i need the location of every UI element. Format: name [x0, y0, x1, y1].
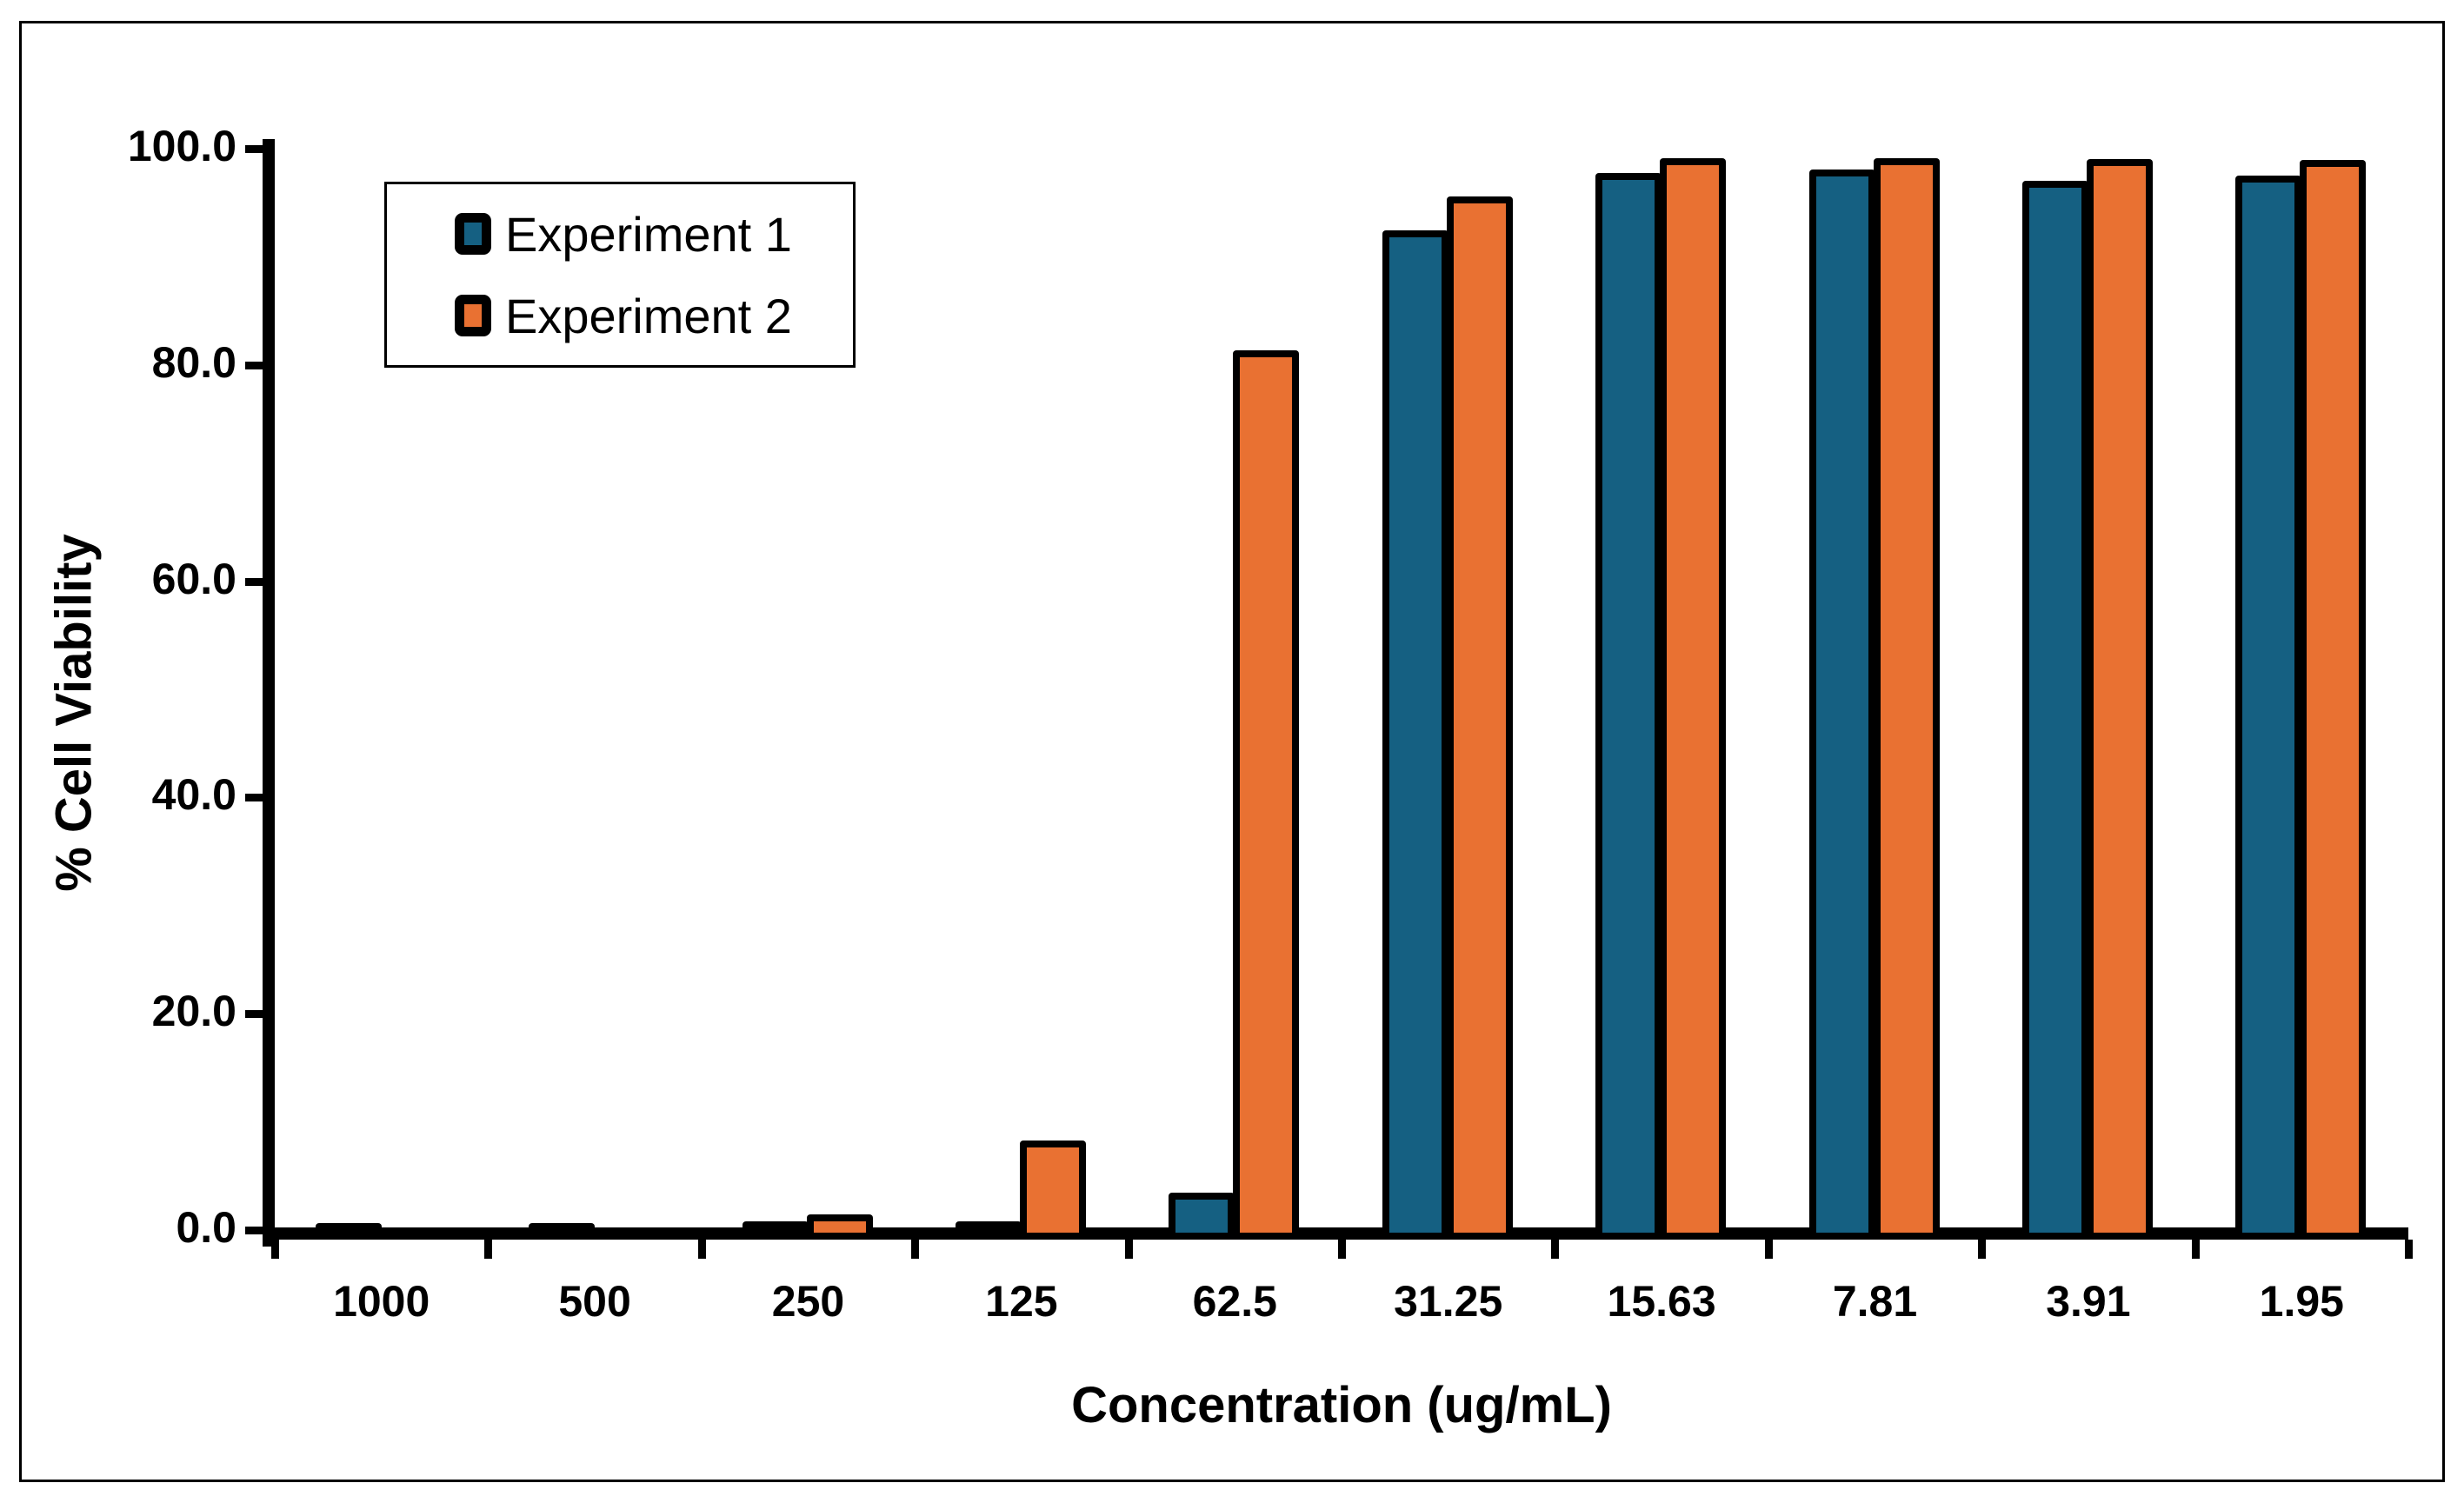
y-tick-label: 100.0 [127, 122, 236, 170]
x-category-label: 15.63 [1607, 1277, 1716, 1326]
bar-fill [1881, 165, 1933, 1233]
x-category-label: 250 [771, 1277, 845, 1326]
x-category-label: 7.81 [1832, 1277, 1918, 1326]
bar-experiment-1-31.25 [1382, 230, 1448, 1233]
x-tick [1764, 1240, 1773, 1259]
bar-fill [814, 1221, 866, 1233]
x-tick [484, 1240, 493, 1259]
experiment-2-marker-icon [455, 295, 491, 336]
bar-experiment-2-125 [1020, 1141, 1086, 1233]
bar-fill [1027, 1147, 1079, 1233]
bar-fill [1602, 180, 1655, 1233]
bar-experiment-1-1000 [316, 1223, 382, 1233]
bar-experiment-1-7.81 [1809, 170, 1875, 1233]
experiment-1-marker-icon [455, 213, 491, 255]
bar-experiment-1-125 [956, 1221, 1022, 1233]
y-axis-line [263, 139, 275, 1247]
x-axis-title: Concentration (ug/mL) [1071, 1377, 1612, 1433]
bar-fill [1667, 165, 1719, 1233]
bar-experiment-2-62.5 [1233, 350, 1299, 1233]
bar-experiment-2-7.81 [1874, 158, 1940, 1233]
bar-experiment-1-15.63 [1595, 173, 1662, 1233]
bar-fill [1816, 176, 1868, 1233]
bar-experiment-1-250 [743, 1221, 809, 1233]
bar-experiment-1-500 [529, 1223, 595, 1233]
y-tick [245, 1010, 263, 1019]
bar-fill [2307, 167, 2359, 1233]
bar-experiment-2-250 [807, 1214, 873, 1233]
y-tick [245, 145, 263, 153]
y-tick [245, 577, 263, 586]
legend-item-experiment-1: Experiment 1 [455, 206, 853, 263]
bar-fill [1389, 237, 1442, 1233]
x-tick [1978, 1240, 1987, 1259]
y-tick [245, 1227, 263, 1234]
bar-experiment-1-62.5 [1169, 1193, 1235, 1233]
x-tick [911, 1240, 920, 1259]
bar-fill [2094, 166, 2146, 1233]
y-tick-label: 20.0 [151, 987, 236, 1036]
legend-label-experiment-2: Experiment 2 [505, 288, 792, 343]
x-tick [271, 1240, 279, 1259]
x-category-label: 3.91 [2046, 1277, 2131, 1326]
x-tick [1338, 1240, 1346, 1259]
bar-experiment-1-3.91 [2022, 181, 2088, 1233]
bar-experiment-2-3.91 [2087, 159, 2153, 1233]
x-category-label: 1000 [333, 1277, 430, 1326]
bar-experiment-1-1.95 [2235, 176, 2301, 1233]
bar-experiment-2-15.63 [1660, 158, 1726, 1233]
bar-fill [1454, 203, 1506, 1233]
legend: Experiment 1 Experiment 2 [384, 182, 856, 368]
y-axis-title: % Cell Viability [45, 534, 103, 892]
x-category-label: 62.5 [1192, 1277, 1277, 1326]
y-tick-label: 0.0 [176, 1203, 236, 1252]
x-category-label: 500 [558, 1277, 631, 1326]
y-tick-label: 60.0 [151, 554, 236, 603]
x-tick [2405, 1240, 2413, 1259]
x-tick [1124, 1240, 1133, 1259]
x-tick [697, 1240, 706, 1259]
bar-fill [1175, 1200, 1228, 1233]
x-tick [1551, 1240, 1560, 1259]
y-tick [245, 361, 263, 369]
bar-fill [1240, 357, 1292, 1233]
bar-experiment-2-1.95 [2300, 160, 2366, 1233]
x-tick [2191, 1240, 2200, 1259]
x-category-label: 125 [985, 1277, 1058, 1326]
bar-fill [2029, 188, 2081, 1233]
legend-item-experiment-2: Experiment 2 [455, 288, 853, 344]
x-category-label: 1.95 [2259, 1277, 2344, 1326]
x-category-label: 31.25 [1394, 1277, 1503, 1326]
y-tick-label: 80.0 [151, 337, 236, 387]
y-tick [245, 794, 263, 802]
y-tick-label: 40.0 [151, 770, 236, 820]
bar-fill [2242, 183, 2294, 1233]
legend-label-experiment-1: Experiment 1 [505, 206, 792, 262]
bar-experiment-2-31.25 [1447, 196, 1513, 1233]
